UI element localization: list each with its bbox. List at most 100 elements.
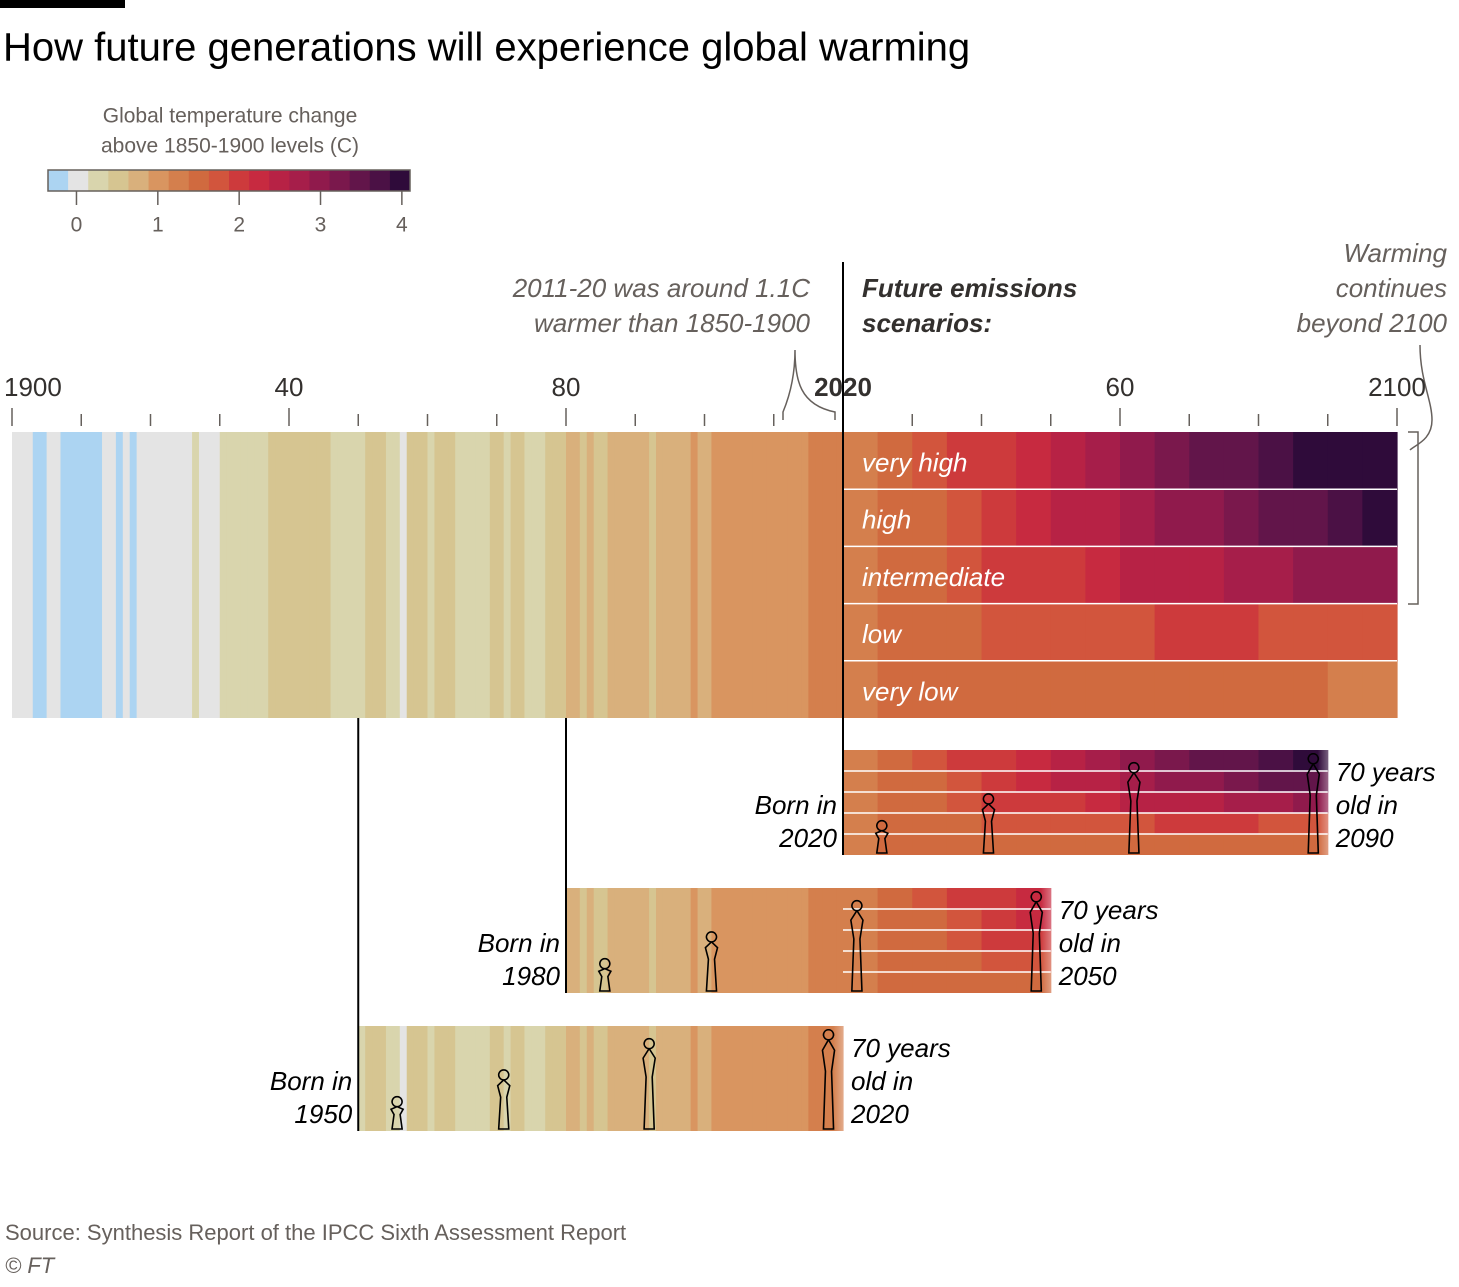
fade [1040,888,1071,993]
legend-swatch [68,170,89,191]
stripe [649,432,657,718]
stripe [254,432,262,718]
stripe [877,750,913,771]
scenario-label: low [862,619,903,649]
stripe [448,1026,456,1131]
stripe [946,546,983,604]
stripe [732,1026,740,1131]
stripe [1016,660,1052,718]
stripe [746,1026,754,1131]
stripe [1293,603,1329,661]
annotation: continues [1336,273,1447,303]
stripe [115,432,124,718]
stripe [662,888,671,993]
stripe [725,1026,733,1131]
stripe [752,888,761,993]
stripe [912,888,948,909]
legend-swatch [148,170,170,191]
stripe [1223,792,1260,813]
stripe [912,603,948,661]
stripe [822,888,830,993]
stripe [1085,432,1121,490]
stripe [1189,750,1225,771]
stripe [946,792,983,813]
stripe [912,792,948,813]
stripe [1362,660,1398,718]
bracket [1408,431,1419,605]
stripe [67,432,75,718]
stripe [517,432,526,718]
stripe [808,432,816,718]
stripe [946,813,983,834]
x-tick-label: 80 [552,372,581,402]
scenario-label: intermediate [862,562,1005,592]
stripe [579,432,588,718]
silhouette [389,1095,405,1130]
stripe [178,432,186,718]
stripe [503,432,512,718]
legend-tick-label: 4 [396,214,408,237]
x-tick-label: 2100 [1368,372,1426,402]
stripe [1362,603,1398,661]
stripe [981,834,1017,855]
stripe [1327,660,1363,718]
stripe [981,432,1017,490]
stripe [559,1026,567,1131]
stripe [794,1026,803,1131]
legend-swatch [329,170,351,191]
stripe [946,603,983,661]
stripe [877,951,913,972]
stripe [1258,603,1294,661]
stripe [607,1026,616,1131]
legend-tick-label: 0 [71,214,83,237]
stripe [877,660,913,718]
stripe [711,1026,719,1131]
stripe [946,972,983,993]
annotation: warmer than 1850-1900 [534,308,811,338]
stripe [739,432,747,718]
stripe [337,432,345,718]
stripe [732,432,740,718]
stripe [1120,432,1156,490]
stripe [545,1026,553,1131]
stripe [981,603,1017,661]
stripe [510,1026,519,1131]
legend-frame [47,169,411,192]
stripe [981,771,1017,792]
silhouette [1127,761,1141,854]
stripe [739,888,747,993]
annotation: beyond 2100 [1297,308,1448,338]
stripe [309,432,318,718]
stripe [455,432,463,718]
stripe [912,813,948,834]
silhouette [496,1069,511,1130]
stripe [1016,603,1052,661]
stripe [877,930,913,951]
stripe [171,432,179,718]
stripe [1016,750,1052,771]
stripe [427,1026,436,1131]
fade [833,1026,863,1131]
stripe [946,888,983,909]
stripe [946,930,983,951]
stripe [981,546,1017,604]
stripe [981,909,1017,930]
legend-swatch [309,170,331,191]
stripe [718,1026,726,1131]
stripe [1258,660,1294,718]
stripe [843,813,879,834]
legend-title: Global temperature change [103,105,358,128]
stripe [621,432,629,718]
stripe [475,1026,484,1131]
stripe [1120,660,1156,718]
stripe [420,432,429,718]
stripe [787,888,796,993]
stripe [593,888,602,993]
stripe [39,432,48,718]
legend-tick-label: 2 [233,214,245,237]
stripe [746,432,754,718]
stripe [662,1026,671,1131]
stripe [102,432,110,718]
stripe [53,432,62,718]
cohort-age: 70 years [1336,757,1436,787]
